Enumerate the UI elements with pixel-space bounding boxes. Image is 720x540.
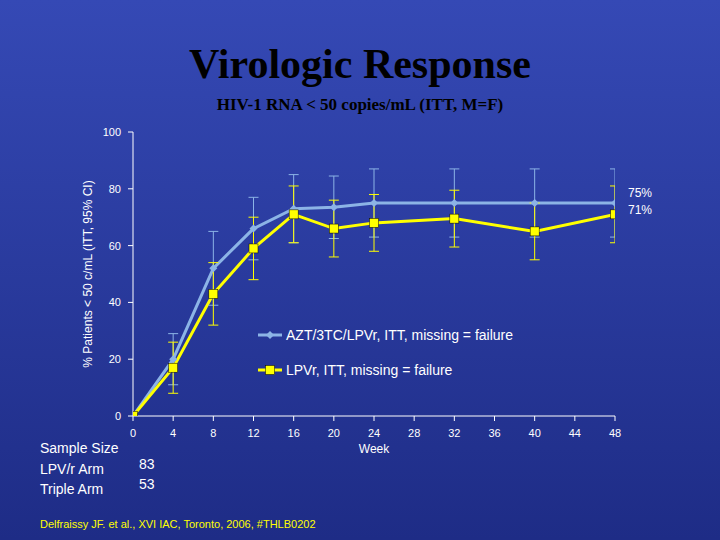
background [0,0,720,540]
legend-marker [266,366,275,375]
error-bar [249,197,259,259]
y-tick-label: 40 [109,296,121,308]
y-tick-label: 100 [103,126,121,138]
data-point [370,199,378,207]
x-tick [374,416,375,421]
chart: Virologic Response HIV-1 RNA < 50 copies/… [0,0,720,540]
data-point [133,412,137,416]
y-tick [128,416,133,417]
x-tick-label: 32 [448,427,460,439]
x-tick [293,416,294,421]
error-bar [369,169,379,237]
x-tick [534,416,535,421]
error-bar [329,176,339,238]
x-tick [173,416,174,421]
title: Virologic Response [189,41,531,87]
data-point [611,210,616,219]
y-tick-label: 80 [109,183,121,195]
data-point [169,363,178,372]
x-label: Week [359,442,390,456]
x-tick-label: 20 [328,427,340,439]
y-label: % Patients < 50 c/mL (ITT, 95% CI) [81,180,95,367]
x-tick-label: 40 [529,427,541,439]
y-tick [128,245,133,246]
x-tick-label: 0 [130,427,136,439]
x-tick [333,416,334,421]
sample-size-label: LPV/r Arm [40,461,104,477]
data-point [531,199,539,207]
y-tick-label: 0 [115,410,121,422]
x-tick [454,416,455,421]
annotation: 75% [628,186,652,200]
data-point [329,224,338,233]
error-bar [168,342,178,393]
data-point [133,412,138,417]
error-bar [249,217,259,279]
data-point [450,214,459,223]
plot-data [133,169,615,416]
data-point [250,225,258,233]
sample-size-value: 83 [139,456,155,472]
error-bar [530,169,540,237]
data-point [330,203,338,211]
error-bar [610,186,615,243]
x-tick [133,416,134,421]
x-tick [494,416,495,421]
x-tick-label: 12 [247,427,259,439]
legend-marker [266,331,274,339]
error-bar [449,190,459,247]
x-tick-label: 44 [569,427,581,439]
x-tick [213,416,214,421]
x-tick-label: 4 [170,427,176,439]
y-axis [133,132,134,416]
subtitle: HIV-1 RNA < 50 copies/mL (ITT, M=F) [217,95,504,114]
y-tick-label: 20 [109,353,121,365]
error-bar [289,175,299,243]
y-tick [128,132,133,133]
error-bar [530,203,540,260]
y-tick [128,188,133,189]
sample-size-label: Triple Arm [40,481,103,497]
y-tick [128,359,133,360]
y-tick [128,302,133,303]
data-point [450,199,458,207]
x-tick-label: 16 [288,427,300,439]
data-point [289,210,298,219]
error-bar [610,169,615,237]
x-tick-label: 8 [210,427,216,439]
y-tick-label: 60 [109,240,121,252]
x-tick [574,416,575,421]
x-tick-label: 36 [488,427,500,439]
x-tick-label: 28 [408,427,420,439]
x-tick [414,416,415,421]
data-point [209,289,218,298]
sample-size-title: Sample Size [40,440,119,456]
source: Delfraissy JF. et al., XVI IAC, Toronto,… [40,518,316,530]
error-bar [289,186,299,243]
error-bar [369,194,379,251]
error-bar [208,263,218,325]
sample-size-value: 53 [139,476,155,492]
error-bar [329,200,339,257]
data-point [530,227,539,236]
x-tick-label: 48 [609,427,621,439]
data-point [249,244,258,253]
x-tick [615,416,616,421]
data-point [209,264,217,272]
data-point [611,199,615,207]
legend-label: AZT/3TC/LPVr, ITT, missing = failure [286,327,513,343]
data-point [169,355,177,363]
annotation: 71% [628,203,652,217]
x-tick-label: 24 [368,427,380,439]
data-point [370,218,379,227]
legend-label: LPVr, ITT, missing = failure [286,362,453,378]
error-bar [208,231,218,305]
x-tick [253,416,254,421]
